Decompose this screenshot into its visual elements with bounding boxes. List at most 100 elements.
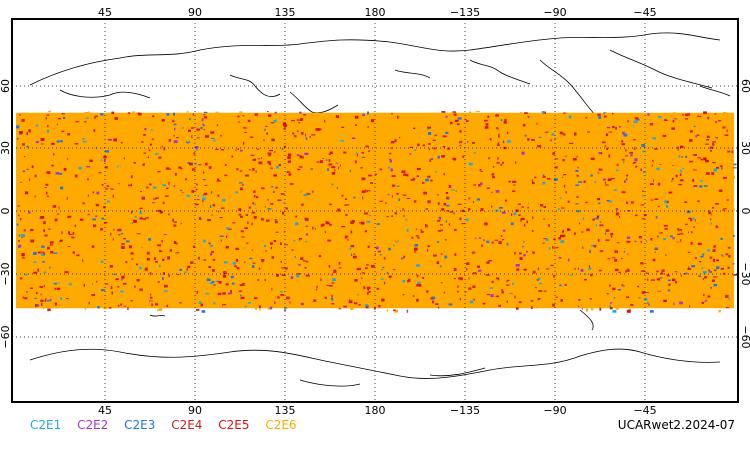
obs-point xyxy=(306,193,311,195)
obs-point xyxy=(641,270,645,272)
obs-point xyxy=(64,271,69,274)
obs-point xyxy=(296,119,301,121)
obs-point xyxy=(211,250,215,253)
obs-point xyxy=(230,275,234,279)
obs-point xyxy=(491,191,493,194)
obs-point xyxy=(217,193,221,195)
obs-point xyxy=(281,143,283,146)
obs-point xyxy=(351,137,356,140)
obs-point xyxy=(413,200,417,203)
obs-point xyxy=(164,284,168,288)
obs-point xyxy=(403,173,407,176)
obs-point xyxy=(208,266,212,269)
obs-point xyxy=(270,122,275,124)
obs-point xyxy=(338,136,341,139)
obs-point xyxy=(367,245,370,248)
obs-point xyxy=(162,272,165,275)
obs-point xyxy=(488,260,492,262)
obs-point xyxy=(681,175,684,178)
obs-point xyxy=(69,281,72,284)
obs-point xyxy=(145,217,149,219)
obs-point xyxy=(445,220,447,223)
obs-point xyxy=(589,204,592,208)
obs-point xyxy=(300,247,302,250)
obs-point xyxy=(254,203,257,206)
obs-point xyxy=(559,284,562,287)
obs-point xyxy=(406,173,409,177)
obs-point xyxy=(103,287,106,289)
obs-point xyxy=(475,251,478,253)
obs-point xyxy=(95,215,98,217)
obs-point xyxy=(437,194,439,196)
obs-point xyxy=(701,136,703,140)
obs-point xyxy=(408,252,411,254)
obs-point xyxy=(326,171,329,173)
obs-point xyxy=(47,292,50,295)
obs-point xyxy=(173,221,177,223)
obs-point xyxy=(47,159,51,161)
obs-point xyxy=(338,267,342,269)
obs-point xyxy=(407,278,411,282)
obs-point xyxy=(197,195,199,197)
obs-point xyxy=(141,249,144,252)
obs-point xyxy=(478,118,482,121)
obs-point xyxy=(116,229,120,231)
obs-point xyxy=(56,287,61,290)
obs-point xyxy=(517,169,521,172)
obs-point xyxy=(605,147,607,149)
obs-point xyxy=(61,134,65,136)
obs-point xyxy=(448,226,452,228)
obs-point xyxy=(315,128,320,131)
obs-point xyxy=(44,234,48,237)
obs-point xyxy=(513,184,516,186)
obs-point xyxy=(188,187,191,191)
obs-point xyxy=(383,257,386,260)
right-lat-tick-30: 30 xyxy=(739,141,750,155)
obs-point xyxy=(50,251,54,254)
obs-point xyxy=(695,283,697,285)
obs-point xyxy=(380,278,384,280)
obs-point xyxy=(220,239,222,242)
obs-point xyxy=(481,155,484,157)
obs-point xyxy=(91,245,95,248)
obs-point xyxy=(228,120,232,123)
obs-point xyxy=(723,226,728,230)
top-lon-tick-90: 90 xyxy=(188,6,202,19)
obs-point xyxy=(593,293,596,297)
obs-point xyxy=(178,136,182,139)
obs-point xyxy=(23,178,27,180)
obs-point xyxy=(399,253,402,255)
obs-point xyxy=(168,213,170,216)
obs-point xyxy=(207,303,209,305)
obs-point xyxy=(175,187,177,191)
obs-point xyxy=(605,239,610,241)
obs-point xyxy=(678,229,683,232)
obs-point xyxy=(224,261,228,264)
obs-point xyxy=(711,301,715,303)
obs-point xyxy=(304,217,309,221)
obs-point xyxy=(23,229,26,232)
obs-point xyxy=(365,145,369,148)
obs-point xyxy=(40,138,45,141)
obs-point xyxy=(200,127,203,130)
obs-point xyxy=(547,146,552,149)
obs-point xyxy=(677,228,680,231)
obs-point xyxy=(141,245,146,248)
obs-point xyxy=(727,150,731,153)
obs-point xyxy=(708,188,710,192)
obs-point xyxy=(211,214,213,216)
obs-point xyxy=(728,297,730,301)
obs-point xyxy=(456,198,458,201)
obs-point xyxy=(180,222,182,225)
obs-point xyxy=(415,235,419,237)
obs-point xyxy=(468,162,473,166)
obs-point xyxy=(103,222,108,224)
obs-point xyxy=(81,280,84,283)
obs-point xyxy=(21,113,24,116)
obs-point xyxy=(468,111,472,113)
obs-point xyxy=(425,224,427,226)
obs-point xyxy=(237,148,239,151)
obs-point xyxy=(328,153,332,155)
obs-point xyxy=(402,208,404,211)
obs-point xyxy=(390,300,393,303)
